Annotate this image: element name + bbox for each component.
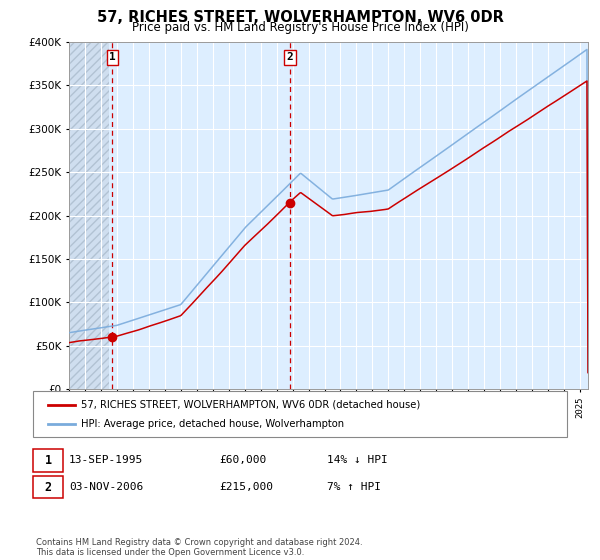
Text: Contains HM Land Registry data © Crown copyright and database right 2024.
This d: Contains HM Land Registry data © Crown c…	[36, 538, 362, 557]
Text: 2: 2	[287, 53, 293, 62]
Text: 57, RICHES STREET, WOLVERHAMPTON, WV6 0DR (detached house): 57, RICHES STREET, WOLVERHAMPTON, WV6 0D…	[81, 400, 420, 410]
Text: 13-SEP-1995: 13-SEP-1995	[69, 455, 143, 465]
Bar	[69, 42, 109, 389]
Text: Price paid vs. HM Land Registry's House Price Index (HPI): Price paid vs. HM Land Registry's House …	[131, 21, 469, 34]
Text: 03-NOV-2006: 03-NOV-2006	[69, 482, 143, 492]
Text: HPI: Average price, detached house, Wolverhampton: HPI: Average price, detached house, Wolv…	[81, 419, 344, 429]
Text: 1: 1	[44, 454, 52, 467]
Text: 1: 1	[109, 53, 115, 62]
Text: 57, RICHES STREET, WOLVERHAMPTON, WV6 0DR: 57, RICHES STREET, WOLVERHAMPTON, WV6 0D…	[97, 10, 503, 25]
Text: 7% ↑ HPI: 7% ↑ HPI	[327, 482, 381, 492]
Text: £60,000: £60,000	[219, 455, 266, 465]
Text: 14% ↓ HPI: 14% ↓ HPI	[327, 455, 388, 465]
Text: £215,000: £215,000	[219, 482, 273, 492]
Text: 2: 2	[44, 480, 52, 494]
